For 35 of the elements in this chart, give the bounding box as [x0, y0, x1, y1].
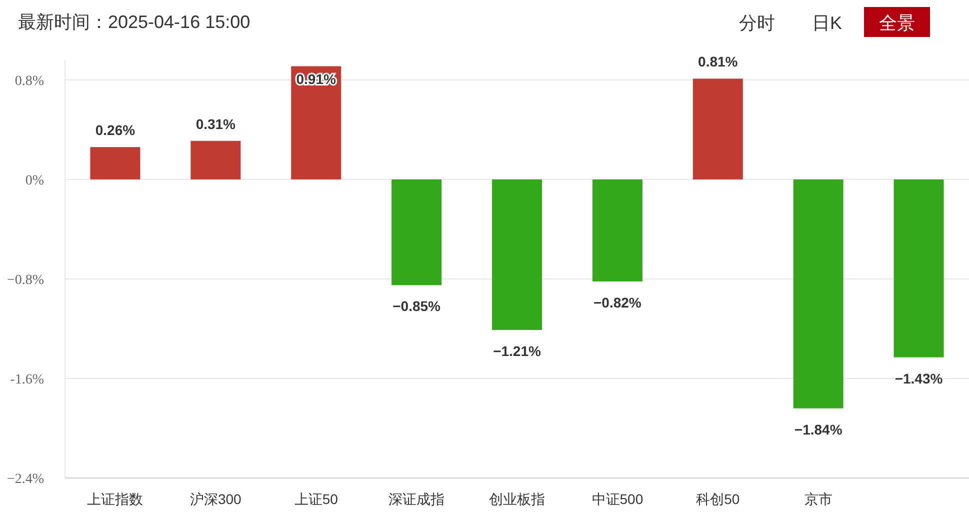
- x-tick-label: 上证指数: [87, 491, 144, 507]
- text: 全景: [879, 13, 915, 33]
- data-label: 0.26%: [95, 122, 136, 138]
- x-tick-label: 创业板指: [489, 491, 545, 507]
- bar: [392, 179, 442, 286]
- text: 日K: [812, 13, 842, 33]
- bar: [894, 179, 944, 358]
- bar: [692, 78, 743, 180]
- bar: [90, 147, 140, 180]
- x-tick-label: 京市: [804, 491, 832, 507]
- x-tick-label: 科创50: [696, 491, 740, 507]
- data-label: −1.43%: [894, 370, 944, 386]
- bar: [190, 140, 241, 180]
- data-label: −1.21%: [493, 342, 542, 359]
- chart-title: 最新时间：2025-04-16 15:00: [18, 12, 250, 32]
- data-label: −0.82%: [594, 294, 642, 310]
- x-tick-label: 上证50: [294, 491, 338, 507]
- x-tick-label: 沪深300: [190, 491, 242, 507]
- text: 分时: [739, 13, 775, 33]
- bar: [793, 179, 844, 408]
- y-tick-label: 0%: [25, 173, 44, 188]
- bar: [492, 179, 542, 330]
- y-tick-label: -1.6%: [10, 372, 44, 388]
- data-label: −1.84%: [794, 421, 843, 438]
- y-tick-label: −0.8%: [6, 272, 44, 288]
- x-tick-label: 深证成指: [388, 491, 445, 507]
- bar: [592, 179, 642, 282]
- data-label: −0.85%: [392, 298, 442, 314]
- y-tick-label: 0.8%: [14, 74, 44, 89]
- y-tick-label: −2.4%: [6, 472, 44, 487]
- x-tick-label: 中证500: [592, 491, 644, 507]
- data-label: 0.91%: [296, 71, 337, 88]
- bar: [291, 66, 342, 180]
- data-label: 0.31%: [196, 116, 236, 132]
- data-label: 0.81%: [698, 54, 738, 70]
